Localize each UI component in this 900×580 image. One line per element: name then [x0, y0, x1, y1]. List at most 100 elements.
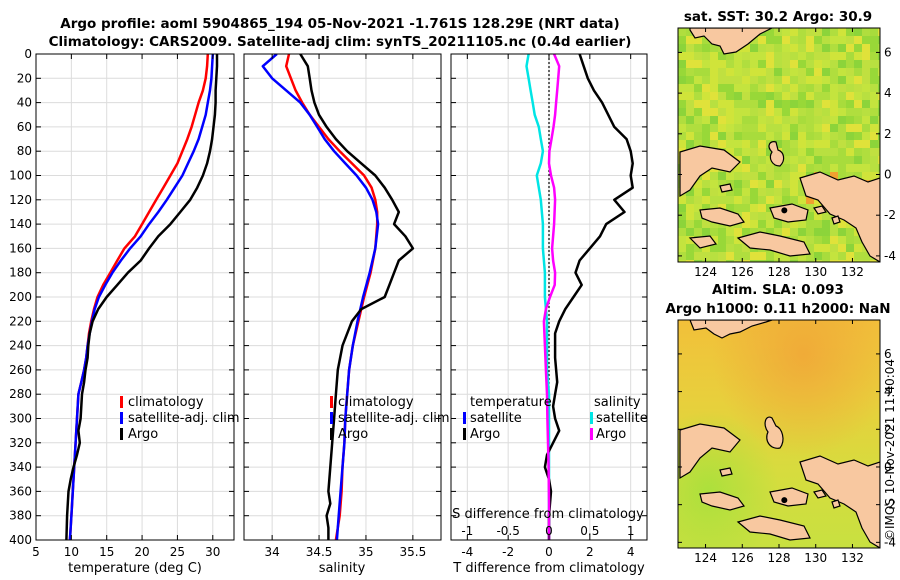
sst-cell: [758, 220, 766, 228]
sst-cell: [742, 204, 750, 212]
sst-cell: [870, 148, 878, 156]
series-line-t-argo: [543, 54, 634, 540]
sst-cell: [782, 60, 790, 68]
sst-cell: [774, 124, 782, 132]
sst-cell: [830, 28, 838, 36]
sst-cell: [790, 84, 798, 92]
sst-cell: [862, 148, 870, 156]
sst-cell: [846, 100, 854, 108]
sst-cell: [710, 260, 718, 262]
sst-cell: [854, 108, 862, 116]
sst-cell: [694, 244, 702, 252]
sst-cell: [798, 124, 806, 132]
sst-cell: [838, 252, 846, 260]
s-difference-tick-label: -1: [461, 524, 473, 538]
legend-title-salinity: salinity: [594, 395, 641, 410]
sst-cell: [710, 68, 718, 76]
sst-cell: [774, 164, 782, 172]
sst-cell: [742, 252, 750, 260]
sst-cell: [742, 228, 750, 236]
sst-cell: [838, 68, 846, 76]
sst-cell: [686, 212, 694, 220]
sst-cell: [838, 92, 846, 100]
sst-cell: [686, 204, 694, 212]
sst-cell: [790, 60, 798, 68]
sst-cell: [758, 252, 766, 260]
sst-cell: [758, 132, 766, 140]
y-tick-label: 200: [9, 290, 32, 304]
salinity-legend: climatology satellite-adj. clim Argo: [330, 395, 450, 442]
salinity-lines: [261, 54, 415, 540]
sst-cell: [718, 204, 726, 212]
sst-cell: [790, 228, 798, 236]
sst-cell: [814, 156, 822, 164]
sst-cell: [766, 220, 774, 228]
sst-cell: [750, 92, 758, 100]
sst-cell: [830, 124, 838, 132]
legend-swatch-climatology: [120, 396, 123, 408]
sst-cell: [782, 180, 790, 188]
sst-cell: [702, 244, 710, 252]
legend-swatch-s-argo: [590, 428, 593, 440]
sst-cell: [830, 156, 838, 164]
sst-cell: [806, 84, 814, 92]
sst-cell: [822, 260, 830, 262]
sst-cell: [750, 188, 758, 196]
sst-cell: [846, 124, 854, 132]
y-tick-label: 160: [9, 241, 32, 255]
salinity-panel: 34 34.5 35 35.5 salinity climatology satell…: [243, 53, 450, 576]
sst-cell: [854, 140, 862, 148]
sst-cell: [750, 196, 758, 204]
sst-cell: [806, 244, 814, 252]
land-timor: [736, 231, 811, 257]
sst-cell: [790, 196, 798, 204]
sst-cell: [718, 196, 726, 204]
sst-cell: [854, 124, 862, 132]
sst-cell: [702, 92, 710, 100]
sst-cell: [774, 140, 782, 148]
land-mindanao: [689, 28, 773, 55]
sst-cell: [838, 44, 846, 52]
sst-cell: [838, 228, 846, 236]
sst-cell: [750, 84, 758, 92]
sst-cell: [694, 140, 702, 148]
y-tick-label: 20: [17, 71, 32, 85]
legend-label-argo: Argo: [128, 427, 158, 442]
map-x-tick-label: 130: [804, 265, 827, 279]
sst-cell: [758, 204, 766, 212]
sst-cell: [686, 260, 694, 262]
sst-cell: [758, 92, 766, 100]
sst-cell: [742, 220, 750, 228]
sst-cell: [702, 132, 710, 140]
sst-cell: [678, 228, 686, 236]
land-seram: [699, 491, 746, 511]
sst-map-field: [678, 28, 880, 262]
sst-cell: [742, 156, 750, 164]
sst-cell: [822, 164, 830, 172]
y-tick-label: 0: [24, 47, 32, 61]
sst-cell: [694, 260, 702, 262]
sst-cell: [766, 44, 774, 52]
sst-cell: [726, 84, 734, 92]
sst-cell: [710, 180, 718, 188]
sst-cell: [766, 100, 774, 108]
sst-cell: [798, 68, 806, 76]
sst-cell: [838, 156, 846, 164]
sst-cell: [742, 180, 750, 188]
sst-cell: [854, 100, 862, 108]
sst-cell: [750, 212, 758, 220]
sst-cell: [846, 60, 854, 68]
sst-cell: [702, 84, 710, 92]
sst-cell: [694, 124, 702, 132]
sst-cell: [734, 148, 742, 156]
sst-cell: [862, 260, 870, 262]
sst-cell: [838, 260, 846, 262]
sst-cell: [790, 92, 798, 100]
sst-cell: [822, 36, 830, 44]
sst-cell: [718, 140, 726, 148]
sst-cell: [742, 188, 750, 196]
sst-cell: [774, 60, 782, 68]
difference-lines: [525, 54, 634, 540]
sst-cell: [726, 52, 734, 60]
sst-cell: [702, 252, 710, 260]
